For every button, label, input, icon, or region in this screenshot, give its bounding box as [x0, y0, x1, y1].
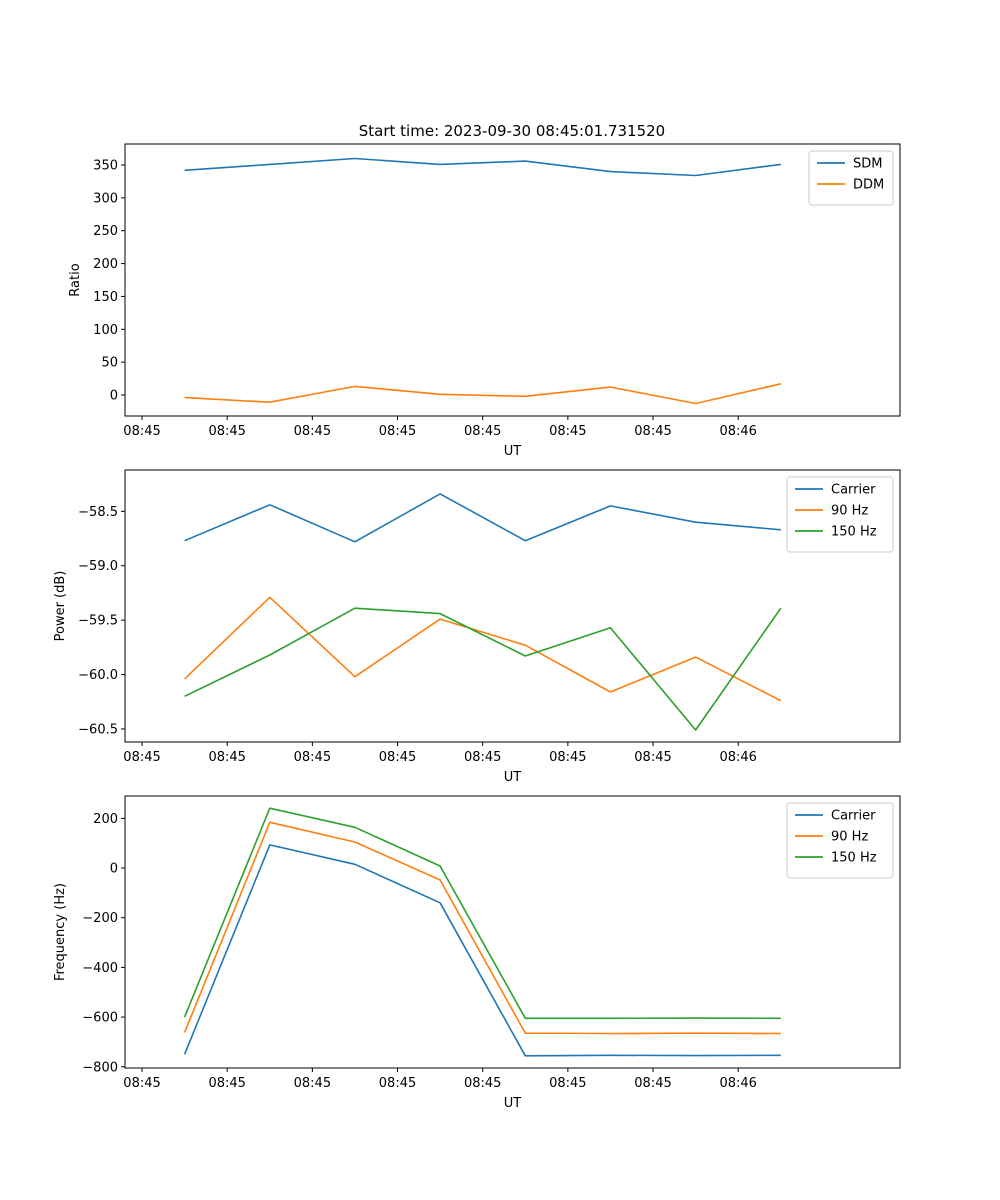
y-tick-label: 150 — [93, 290, 118, 305]
legend-label-carrier: Carrier — [831, 483, 876, 498]
legend-box — [786, 802, 894, 879]
y-tick-label: 300 — [93, 191, 118, 206]
legend-box — [808, 150, 894, 206]
series-line-sdm — [184, 157, 781, 177]
y-tick-label: −600 — [82, 1011, 118, 1026]
series-line-carrier — [184, 493, 781, 543]
y-tick-label: −58.5 — [78, 505, 118, 520]
y-tick-label: 0 — [110, 388, 118, 403]
y-tick-label: −200 — [82, 911, 118, 926]
chart-panel-1: 08:45 08:45 08:45 08:45 08:45 08:45 08:45 08:46… — [68, 143, 901, 459]
x-tick-label: 08:45 — [379, 750, 416, 765]
x-tick-label: 08:45 — [294, 424, 331, 439]
x-tick-label: 08:45 — [208, 1076, 245, 1091]
x-tick-label: 08:45 — [634, 750, 671, 765]
legend-label-sdm: SDM — [853, 157, 882, 172]
legend-label-carrier: Carrier — [831, 809, 876, 824]
legend: Carrier 90 Hz 150 Hz — [786, 802, 894, 879]
y-tick-label: 200 — [93, 257, 118, 272]
series-group — [183, 807, 781, 1057]
x-tick-label: 08:45 — [294, 750, 331, 765]
x-tick-label: 08:45 — [208, 424, 245, 439]
series-line-ddm — [184, 383, 781, 405]
legend-label-90-hz: 90 Hz — [831, 830, 868, 845]
chart-panel-2: 08:45 08:45 08:45 08:45 08:45 08:45 08:45 08:46… — [53, 469, 901, 785]
y-tick-label: 250 — [93, 224, 118, 239]
y-tick-label: 200 — [93, 812, 118, 827]
y-tick-label: 0 — [110, 862, 118, 877]
x-tick-label: 08:45 — [294, 1076, 331, 1091]
legend-label-90-hz: 90 Hz — [831, 504, 868, 519]
x-tick-label: 08:45 — [123, 424, 160, 439]
x-axis-label: UT — [504, 444, 522, 459]
series-line-150-hz — [183, 807, 781, 1020]
x-tick-label: 08:46 — [719, 1076, 756, 1091]
x-axis-label: UT — [504, 1096, 522, 1111]
axes-frame — [124, 469, 901, 743]
y-tick-label: −60.0 — [78, 668, 118, 683]
x-tick-label: 08:45 — [549, 424, 586, 439]
y-tick-label: 350 — [93, 159, 118, 174]
figure-title: Start time: 2023-09-30 08:45:01.731520 — [359, 122, 665, 140]
series-line-90-hz — [183, 821, 781, 1035]
y-tick-label: −60.5 — [78, 722, 118, 737]
legend: SDM DDM — [808, 150, 894, 206]
legend-label-ddm: DDM — [853, 178, 884, 193]
axes-frame — [124, 143, 901, 417]
x-tick-label: 08:45 — [379, 1076, 416, 1091]
legend-label-150-hz: 150 Hz — [831, 525, 877, 540]
x-tick-label: 08:45 — [208, 750, 245, 765]
x-axis-label: UT — [504, 770, 522, 785]
y-tick-label: −800 — [82, 1060, 118, 1075]
series-line-150-hz — [184, 607, 782, 731]
y-axis-label: Ratio — [68, 263, 83, 296]
y-tick-label: 100 — [93, 323, 118, 338]
y-axis-label: Frequency (Hz) — [53, 883, 68, 981]
panels-container: 08:45 08:45 08:45 08:45 08:45 08:45 08:45 08:46… — [53, 143, 901, 1111]
series-line-90-hz — [184, 596, 782, 702]
series-line-carrier — [183, 844, 781, 1057]
plot-area — [125, 796, 900, 1068]
axes-frame — [124, 795, 901, 1069]
series-group — [184, 493, 782, 731]
x-tick-label: 08:46 — [719, 750, 756, 765]
y-tick-label: −59.0 — [78, 559, 118, 574]
y-tick-label: −400 — [82, 961, 118, 976]
y-tick-label: −59.5 — [78, 614, 118, 629]
x-tick-label: 08:45 — [464, 424, 501, 439]
legend-label-150-hz: 150 Hz — [831, 851, 877, 866]
x-tick-label: 08:45 — [634, 1076, 671, 1091]
series-group — [184, 157, 781, 405]
chart-panel-3: 08:45 08:45 08:45 08:45 08:45 08:45 08:45 08:46… — [53, 795, 901, 1111]
y-axis-label: Power (dB) — [53, 571, 68, 642]
x-tick-label: 08:45 — [123, 750, 160, 765]
legend-box — [786, 476, 894, 553]
x-tick-label: 08:45 — [123, 1076, 160, 1091]
x-tick-label: 08:45 — [464, 1076, 501, 1091]
x-tick-label: 08:45 — [549, 1076, 586, 1091]
x-tick-label: 08:45 — [379, 424, 416, 439]
y-tick-label: 50 — [101, 356, 118, 371]
plot-area — [125, 470, 900, 742]
legend: Carrier 90 Hz 150 Hz — [786, 476, 894, 553]
x-tick-label: 08:45 — [634, 424, 671, 439]
x-tick-label: 08:45 — [549, 750, 586, 765]
x-tick-label: 08:46 — [719, 424, 756, 439]
plot-area — [125, 144, 900, 416]
x-tick-label: 08:45 — [464, 750, 501, 765]
